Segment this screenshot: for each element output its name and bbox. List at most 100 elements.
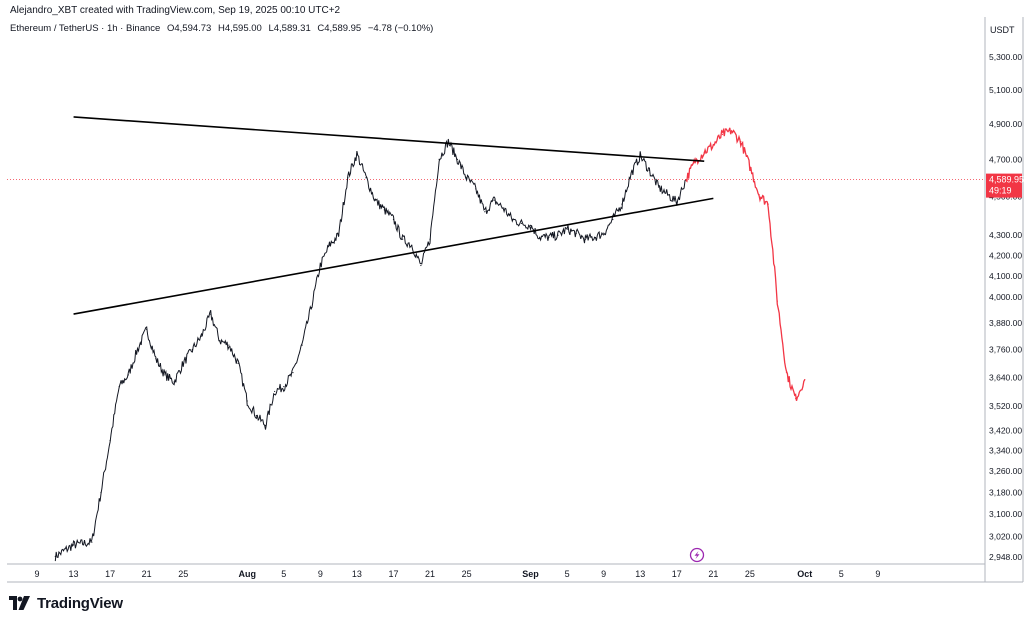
- y-axis[interactable]: 5,300.005,100.004,900.004,700.004,500.00…: [989, 52, 1022, 562]
- y-tick-label-18: 3,020.00: [989, 531, 1022, 541]
- close-value: C4,589.95: [317, 23, 362, 34]
- last-price-tag: 4,589.95 49:19: [986, 173, 1024, 198]
- historical-point-30: [347, 177, 349, 179]
- projection-point-12: [795, 398, 797, 400]
- chart-credit: Alejandro_XBT created with TradingView.c…: [10, 5, 341, 16]
- historical-point-5: [118, 386, 120, 388]
- historical-point-42: [456, 158, 459, 161]
- x-tick-label-20: 5: [839, 569, 844, 579]
- open-value: O4,594.73: [166, 23, 212, 34]
- projection-point-13: [804, 379, 806, 381]
- projection-price-line: [685, 127, 806, 401]
- historical-point-60: [621, 203, 623, 205]
- historical-point-48: [511, 218, 513, 221]
- y-tick-label-14: 3,340.00: [989, 446, 1022, 456]
- historical-point-23: [283, 386, 285, 388]
- historical-point-17: [228, 344, 230, 346]
- historical-point-4: [109, 439, 111, 442]
- low-value: L4,589.31: [268, 23, 311, 34]
- lightning-icon[interactable]: [689, 547, 705, 563]
- x-tick-label-18: 25: [745, 569, 755, 579]
- x-tick-label-14: 9: [601, 569, 606, 579]
- historical-point-49: [520, 222, 523, 225]
- y-tick-label-0: 5,300.00: [989, 52, 1022, 62]
- x-tick-label-0: 9: [34, 569, 39, 579]
- historical-point-25: [301, 344, 303, 346]
- historical-point-6: [127, 374, 129, 376]
- symbol-legend: Ethereum / TetherUS · 1h · Binance O4,59…: [10, 23, 437, 34]
- y-tick-label-15: 3,260.00: [989, 466, 1022, 476]
- historical-point-54: [566, 228, 568, 230]
- y-tick-label-17: 3,100.00: [989, 509, 1022, 519]
- tradingview-logo[interactable]: TradingView: [9, 592, 123, 614]
- historical-point-63: [648, 169, 650, 171]
- x-tick-label-9: 17: [388, 569, 398, 579]
- historical-point-13: [191, 349, 193, 351]
- trendline-1[interactable]: [73, 197, 714, 315]
- x-tick-label-8: 13: [352, 569, 362, 579]
- historical-point-3: [100, 491, 102, 494]
- x-tick-label-11: 25: [462, 569, 472, 579]
- x-tick-label-12: Sep: [522, 569, 539, 579]
- y-tick-label-7: 4,100.00: [989, 271, 1022, 281]
- historical-point-34: [383, 209, 385, 211]
- x-tick-label-7: 9: [318, 569, 323, 579]
- x-axis[interactable]: 9 13 17 21 25 Aug 5 9 13 17 21 25 Sep 5 9 13 17 21 25 Oct 5 9: [34, 569, 880, 579]
- historical-point-55: [575, 232, 577, 234]
- historical-point-56: [584, 238, 587, 240]
- x-tick-label-17: 21: [708, 569, 718, 579]
- y-tick-label-9: 3,880.00: [989, 318, 1022, 328]
- x-tick-label-3: 21: [142, 569, 152, 579]
- currency-label[interactable]: USDT: [990, 25, 1015, 35]
- projection-point-0: [685, 178, 687, 181]
- y-tick-label-8: 4,000.00: [989, 292, 1022, 302]
- y-tick-label-11: 3,640.00: [989, 372, 1022, 382]
- projection-point-5: [731, 130, 733, 132]
- y-tick-label-19: 2,948.00: [989, 552, 1022, 562]
- historical-point-47: [502, 207, 504, 209]
- projection-point-6: [740, 140, 742, 143]
- historical-point-50: [529, 224, 532, 226]
- x-tick-label-4: 25: [178, 569, 188, 579]
- historical-point-36: [402, 238, 404, 240]
- historical-point-65: [667, 193, 669, 196]
- last-price-tag-box: [986, 173, 1022, 198]
- historical-point-11: [173, 381, 175, 383]
- historical-point-64: [657, 186, 660, 188]
- historical-point-8: [146, 328, 148, 331]
- x-tick-label-19: Oct: [797, 569, 812, 579]
- x-tick-label-5: Aug: [238, 569, 256, 579]
- trendline-0[interactable]: [73, 116, 705, 163]
- historical-point-51: [539, 236, 541, 238]
- historical-point-57: [593, 236, 596, 238]
- historical-point-45: [484, 211, 486, 213]
- y-tick-label-6: 4,200.00: [989, 250, 1022, 260]
- projection-point-3: [712, 144, 714, 146]
- historical-point-43: [465, 177, 468, 179]
- y-tick-label-5: 4,300.00: [989, 230, 1022, 240]
- projection-point-2: [703, 151, 705, 153]
- historical-point-44: [475, 188, 477, 190]
- x-tick-label-1: 13: [69, 569, 79, 579]
- historical-point-27: [319, 264, 321, 267]
- high-value: H4,595.00: [217, 23, 262, 34]
- historical-point-37: [411, 244, 413, 246]
- symbol-name[interactable]: Ethereum / TetherUS · 1h · Binance: [10, 23, 161, 34]
- projection-point-11: [785, 371, 788, 374]
- historical-point-31: [356, 153, 358, 155]
- y-tick-label-3: 4,700.00: [989, 154, 1022, 164]
- change-value: −4.78 (−0.10%): [367, 23, 434, 34]
- historical-point-22: [274, 390, 276, 393]
- historical-point-26: [310, 306, 312, 309]
- trendlines[interactable]: [73, 116, 714, 315]
- x-tick-label-16: 17: [672, 569, 682, 579]
- projection-point-10: [776, 300, 778, 302]
- y-tick-label-2: 4,900.00: [989, 119, 1022, 129]
- historical-point-53: [557, 234, 559, 236]
- historical-point-18: [237, 362, 239, 364]
- x-tick-label-6: 5: [281, 569, 286, 579]
- historical-point-35: [392, 218, 395, 221]
- historical-point-15: [210, 313, 212, 315]
- historical-point-46: [493, 199, 495, 201]
